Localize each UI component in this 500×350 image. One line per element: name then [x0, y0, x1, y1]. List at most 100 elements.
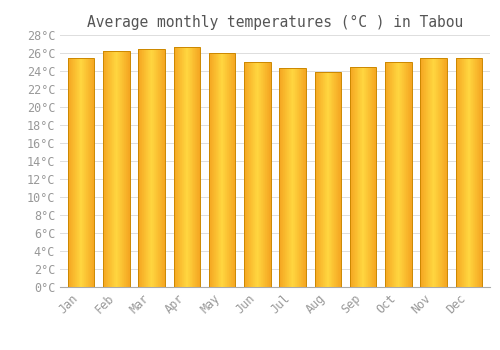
Bar: [268, 62, 270, 287]
Bar: [467, 58, 468, 287]
Bar: [188, 47, 189, 287]
Bar: [396, 62, 397, 287]
Bar: [405, 62, 406, 287]
Bar: [150, 49, 151, 287]
Bar: [443, 57, 444, 287]
Bar: [254, 62, 256, 287]
Bar: [213, 53, 214, 287]
Bar: [339, 72, 340, 287]
Bar: [391, 62, 392, 287]
Bar: [209, 53, 210, 287]
Bar: [329, 72, 330, 287]
Bar: [194, 47, 195, 287]
Bar: [249, 62, 250, 287]
Bar: [260, 62, 262, 287]
Bar: [479, 58, 480, 287]
Bar: [73, 57, 74, 287]
Bar: [439, 57, 440, 287]
Bar: [357, 68, 358, 287]
Bar: [420, 57, 421, 287]
Bar: [227, 53, 228, 287]
Bar: [385, 62, 386, 287]
Bar: [369, 68, 370, 287]
Bar: [118, 51, 119, 287]
Bar: [356, 68, 357, 287]
Bar: [363, 68, 364, 287]
Bar: [70, 57, 71, 287]
Bar: [475, 58, 476, 287]
Bar: [114, 51, 115, 287]
Bar: [336, 72, 337, 287]
Bar: [425, 57, 426, 287]
Bar: [466, 58, 467, 287]
Bar: [463, 58, 464, 287]
Bar: [127, 51, 128, 287]
Bar: [434, 57, 435, 287]
Bar: [147, 49, 148, 287]
Bar: [174, 47, 175, 287]
Bar: [393, 62, 394, 287]
Bar: [462, 58, 463, 287]
Bar: [335, 72, 336, 287]
Bar: [126, 51, 127, 287]
Bar: [402, 62, 403, 287]
Bar: [456, 58, 457, 287]
Bar: [458, 58, 459, 287]
Bar: [386, 62, 387, 287]
Bar: [75, 57, 76, 287]
Bar: [91, 57, 92, 287]
Bar: [411, 62, 412, 287]
Bar: [440, 57, 441, 287]
Bar: [214, 53, 215, 287]
Bar: [76, 57, 77, 287]
Bar: [120, 51, 121, 287]
Bar: [387, 62, 388, 287]
Bar: [105, 51, 106, 287]
Bar: [253, 62, 254, 287]
Bar: [256, 62, 258, 287]
Bar: [280, 68, 306, 287]
Bar: [465, 58, 466, 287]
Bar: [398, 62, 399, 287]
Bar: [368, 68, 369, 287]
Bar: [180, 47, 181, 287]
Bar: [68, 57, 70, 287]
Bar: [288, 68, 290, 287]
Bar: [122, 51, 123, 287]
Bar: [397, 62, 398, 287]
Bar: [142, 49, 143, 287]
Bar: [290, 68, 292, 287]
Bar: [163, 49, 164, 287]
Bar: [107, 51, 108, 287]
Bar: [400, 62, 401, 287]
Bar: [216, 53, 217, 287]
Bar: [338, 72, 339, 287]
Bar: [408, 62, 409, 287]
Bar: [370, 68, 371, 287]
Bar: [456, 58, 482, 287]
Bar: [371, 68, 372, 287]
Bar: [121, 51, 122, 287]
Bar: [430, 57, 431, 287]
Bar: [83, 57, 84, 287]
Bar: [333, 72, 334, 287]
Bar: [320, 72, 322, 287]
Bar: [477, 58, 478, 287]
Bar: [407, 62, 408, 287]
Bar: [145, 49, 146, 287]
Bar: [153, 49, 154, 287]
Bar: [432, 57, 433, 287]
Bar: [124, 51, 125, 287]
Bar: [148, 49, 149, 287]
Bar: [245, 62, 246, 287]
Bar: [230, 53, 232, 287]
Bar: [442, 57, 443, 287]
Bar: [438, 57, 439, 287]
Bar: [182, 47, 183, 287]
Bar: [326, 72, 327, 287]
Bar: [185, 47, 186, 287]
Bar: [186, 47, 187, 287]
Bar: [103, 51, 104, 287]
Bar: [367, 68, 368, 287]
Bar: [110, 51, 111, 287]
